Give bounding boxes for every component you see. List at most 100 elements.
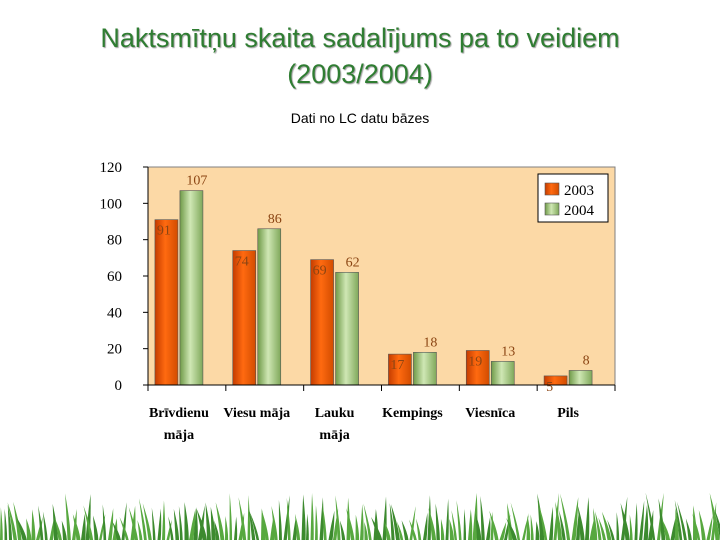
- grass-blade: [629, 514, 633, 540]
- grass-blade: [486, 516, 491, 540]
- grass-blade: [328, 510, 335, 540]
- grass-blade: [61, 520, 67, 540]
- title-line-1: Naktsmītņu skaita sadalījums pa to veidi…: [100, 23, 620, 53]
- grass-blade: [184, 502, 189, 540]
- grass-blade: [13, 501, 22, 540]
- data-label: 62: [346, 255, 360, 270]
- grass-blade: [225, 515, 229, 540]
- grass-blade: [558, 510, 566, 540]
- grass-blade: [643, 504, 649, 540]
- grass-blade: [698, 510, 706, 540]
- grass-blade: [428, 508, 437, 540]
- grass-blade: [137, 520, 143, 540]
- grass-blade: [384, 521, 391, 540]
- grass-blade: [319, 497, 324, 540]
- category-label: māja: [319, 428, 349, 443]
- category-label: Viesu māja: [223, 406, 290, 421]
- grass-blade: [675, 507, 679, 540]
- grass-blade: [249, 512, 260, 540]
- grass-blade: [214, 520, 220, 540]
- grass-blade: [261, 508, 266, 540]
- grass-blade: [560, 493, 571, 540]
- grass-blade: [335, 495, 341, 540]
- legend-swatch-2003: [544, 182, 560, 196]
- grass-blade: [31, 509, 36, 540]
- grass-blade: [178, 506, 183, 540]
- grass-blade: [423, 512, 428, 540]
- y-tick-label: 20: [107, 342, 122, 358]
- bar-2003-1: [154, 219, 179, 386]
- grass-blade: [294, 513, 301, 540]
- grass-blade: [54, 517, 62, 540]
- grass-blade: [315, 505, 318, 540]
- data-label: 19: [468, 354, 482, 369]
- y-tick-label: 100: [100, 196, 123, 212]
- slide-subtitle: Dati no LC datu bāzes: [290, 110, 430, 126]
- grass-blade: [339, 520, 346, 540]
- grass-blade: [102, 504, 107, 540]
- bar-2004-1: [179, 190, 204, 386]
- grass-blade: [83, 505, 94, 540]
- grass-blade: [674, 500, 683, 540]
- grass-blade: [555, 501, 563, 540]
- grass-blade: [4, 508, 8, 540]
- grass-blade: [360, 504, 364, 540]
- grass-blade: [238, 497, 247, 540]
- grass-blade: [173, 508, 180, 540]
- grass-blade: [52, 503, 59, 540]
- grass-blade: [142, 503, 152, 540]
- grass-blade: [634, 502, 638, 540]
- grass-blade: [593, 507, 598, 540]
- grass-blade: [292, 517, 297, 540]
- grass-blade: [205, 502, 212, 540]
- grass-blade: [26, 518, 32, 540]
- bar-2004-2: [257, 228, 282, 386]
- grass-blade: [692, 513, 701, 540]
- grass-blade: [310, 493, 314, 540]
- bar-2004-6: [568, 370, 593, 386]
- grass-blade: [0, 507, 3, 540]
- grass-blade: [589, 520, 595, 540]
- grass-blade: [301, 494, 306, 540]
- grass-blade: [65, 493, 71, 540]
- grass-blade: [121, 502, 127, 540]
- data-label: 86: [268, 212, 282, 227]
- plot-area: [147, 166, 616, 386]
- bar-2004-4: [413, 351, 437, 386]
- category-label: Pils: [557, 406, 579, 421]
- grass-blade: [670, 518, 676, 540]
- category-label: Viesnīca: [465, 406, 515, 421]
- grass-blade: [685, 518, 692, 540]
- grass-blade: [38, 505, 44, 540]
- grass-blade: [489, 510, 499, 540]
- grass-blade: [157, 508, 162, 540]
- grass-blade: [714, 509, 720, 540]
- grass-blade: [645, 492, 656, 540]
- grass-blade: [706, 515, 713, 540]
- grass-blade: [553, 492, 560, 540]
- grass-blade: [639, 500, 645, 540]
- data-label: 69: [313, 264, 327, 279]
- grass-blade: [119, 516, 129, 540]
- bar-2004-3: [335, 272, 359, 386]
- grass-blade: [81, 513, 86, 540]
- grass-blade: [616, 512, 620, 540]
- grass-blade: [234, 516, 238, 540]
- grass-blade: [709, 492, 720, 540]
- grass-blade: [229, 493, 233, 540]
- grass-blade: [382, 496, 387, 540]
- grass-blade: [286, 497, 291, 540]
- grass-blade: [283, 495, 290, 540]
- grass-blade: [499, 521, 507, 540]
- grass-blade: [108, 508, 114, 540]
- slide-title: Naktsmītņu skaita sadalījums pa to veidi…: [0, 20, 720, 92]
- grass-blade: [42, 511, 48, 540]
- grass-blade: [389, 503, 395, 540]
- grass-blade: [620, 503, 630, 540]
- bar-2004-5: [490, 361, 515, 386]
- category-label: Kempings: [382, 406, 443, 421]
- y-tick-label: 80: [107, 233, 122, 249]
- grass-blade: [451, 510, 458, 540]
- grass-blade: [595, 511, 602, 540]
